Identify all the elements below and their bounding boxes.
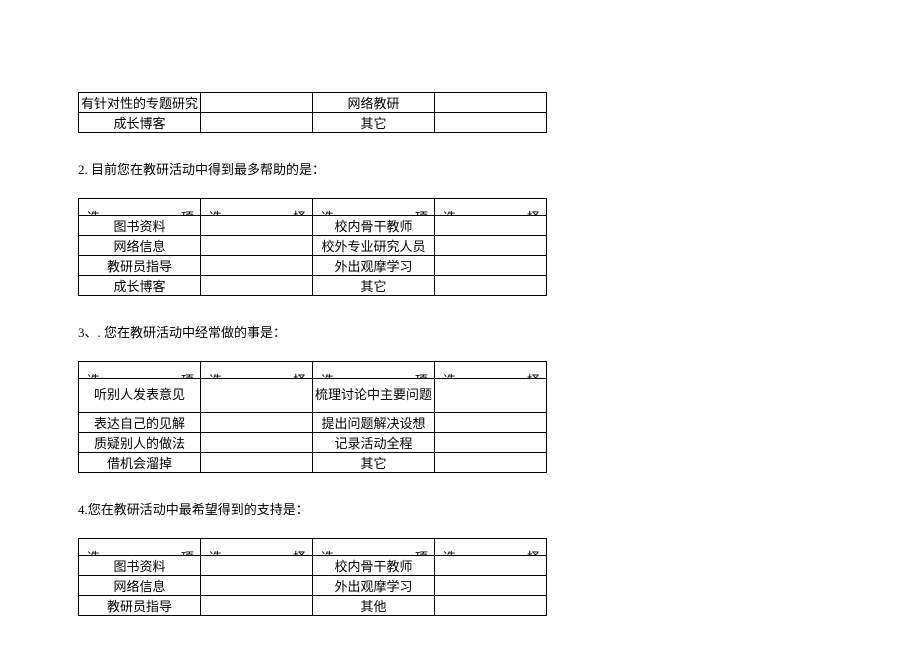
table-row: 图书资料 校内骨干教师: [79, 216, 547, 236]
cell-select: [435, 93, 547, 113]
table-2-wrap: 选项 选择 选项 选择 图书资料 校内骨干教师 网络信息 校外专业研究人员 教研员指…: [78, 198, 920, 296]
cell-select: [435, 276, 547, 296]
cell-option: 提出问题解决设想: [313, 413, 435, 433]
table-row: 成长博客 其它: [79, 276, 547, 296]
cell-option: 教研员指导: [79, 596, 201, 616]
cell-select: [435, 113, 547, 133]
cell-option: 网络信息: [79, 576, 201, 596]
cell-select: [201, 256, 313, 276]
table-header-row: 选项 选择 选项 选择: [79, 199, 547, 216]
table-row: 表达自己的见解 提出问题解决设想: [79, 413, 547, 433]
cell-option: 网络信息: [79, 236, 201, 256]
document-body: 有针对性的专题研究 网络教研 成长博客 其它 2. 目前您在教研活动中得到最多帮…: [0, 0, 920, 616]
table-row: 质疑别人的做法 记录活动全程: [79, 433, 547, 453]
question-4: 4.您在教研活动中最希望得到的支持是：: [78, 499, 920, 518]
table-0-wrap: 有针对性的专题研究 网络教研 成长博客 其它: [78, 92, 920, 133]
cell-select: [435, 256, 547, 276]
table-row: 网络信息 校外专业研究人员: [79, 236, 547, 256]
cell-select: [435, 216, 547, 236]
cell-option: 网络教研: [313, 93, 435, 113]
cell-option: 有针对性的专题研究: [79, 93, 201, 113]
cell-select: [201, 113, 313, 133]
table-row: 有针对性的专题研究 网络教研: [79, 93, 547, 113]
question-3: 3、. 您在教研活动中经常做的事是：: [78, 322, 920, 341]
cell-option: 外出观摩学习: [313, 576, 435, 596]
header-option: 选项: [313, 362, 435, 379]
header-select: 选择: [201, 199, 313, 216]
cell-option: 其它: [313, 453, 435, 473]
header-option: 选项: [313, 539, 435, 556]
cell-select: [201, 379, 313, 413]
table-header-row: 选项 选择 选项 选择: [79, 539, 547, 556]
table-row: 网络信息 外出观摩学习: [79, 576, 547, 596]
cell-select: [435, 556, 547, 576]
table-4: 选项 选择 选项 选择 图书资料 校内骨干教师 网络信息 外出观摩学习 教研员指导 其…: [78, 538, 547, 616]
cell-select: [435, 596, 547, 616]
table-3-wrap: 选项 选择 选项 选择 听别人发表意见 梳理讨论中主要问题 表达自己的见解 提出问题…: [78, 361, 920, 473]
header-select: 选择: [201, 362, 313, 379]
table-row: 教研员指导 其他: [79, 596, 547, 616]
table-row: 听别人发表意见 梳理讨论中主要问题: [79, 379, 547, 413]
cell-select: [435, 379, 547, 413]
cell-select: [435, 236, 547, 256]
cell-select: [201, 93, 313, 113]
cell-option: 校内骨干教师: [313, 556, 435, 576]
cell-select: [201, 576, 313, 596]
cell-option: 校内骨干教师: [313, 216, 435, 236]
header-select: 选择: [201, 539, 313, 556]
table-2: 选项 选择 选项 选择 图书资料 校内骨干教师 网络信息 校外专业研究人员 教研员指…: [78, 198, 547, 296]
cell-select: [201, 413, 313, 433]
table-row: 教研员指导 外出观摩学习: [79, 256, 547, 276]
cell-option: 质疑别人的做法: [79, 433, 201, 453]
cell-option: 图书资料: [79, 556, 201, 576]
header-option: 选项: [79, 539, 201, 556]
cell-option: 教研员指导: [79, 256, 201, 276]
cell-option: 图书资料: [79, 216, 201, 236]
cell-option: 记录活动全程: [313, 433, 435, 453]
cell-select: [201, 276, 313, 296]
cell-select: [201, 236, 313, 256]
cell-option: 借机会溜掉: [79, 453, 201, 473]
cell-option: 外出观摩学习: [313, 256, 435, 276]
cell-select: [435, 413, 547, 433]
header-option: 选项: [313, 199, 435, 216]
header-option: 选项: [79, 362, 201, 379]
table-header-row: 选项 选择 选项 选择: [79, 362, 547, 379]
cell-select: [435, 576, 547, 596]
header-option: 选项: [79, 199, 201, 216]
cell-option: 听别人发表意见: [79, 379, 201, 413]
table-3: 选项 选择 选项 选择 听别人发表意见 梳理讨论中主要问题 表达自己的见解 提出问题…: [78, 361, 547, 473]
cell-select: [201, 596, 313, 616]
table-0: 有针对性的专题研究 网络教研 成长博客 其它: [78, 92, 547, 133]
table-row: 借机会溜掉 其它: [79, 453, 547, 473]
cell-option: 其它: [313, 276, 435, 296]
header-select: 选择: [435, 539, 547, 556]
cell-select: [435, 453, 547, 473]
cell-select: [201, 216, 313, 236]
cell-option: 其它: [313, 113, 435, 133]
table-4-wrap: 选项 选择 选项 选择 图书资料 校内骨干教师 网络信息 外出观摩学习 教研员指导 其…: [78, 538, 920, 616]
cell-select: [201, 433, 313, 453]
header-select: 选择: [435, 199, 547, 216]
table-row: 图书资料 校内骨干教师: [79, 556, 547, 576]
cell-option: 成长博客: [79, 113, 201, 133]
question-2: 2. 目前您在教研活动中得到最多帮助的是：: [78, 159, 920, 178]
cell-option: 校外专业研究人员: [313, 236, 435, 256]
cell-select: [201, 556, 313, 576]
table-row: 成长博客 其它: [79, 113, 547, 133]
cell-option: 梳理讨论中主要问题: [313, 379, 435, 413]
cell-option: 其他: [313, 596, 435, 616]
cell-option: 成长博客: [79, 276, 201, 296]
cell-option: 表达自己的见解: [79, 413, 201, 433]
cell-select: [435, 433, 547, 453]
header-select: 选择: [435, 362, 547, 379]
cell-select: [201, 453, 313, 473]
